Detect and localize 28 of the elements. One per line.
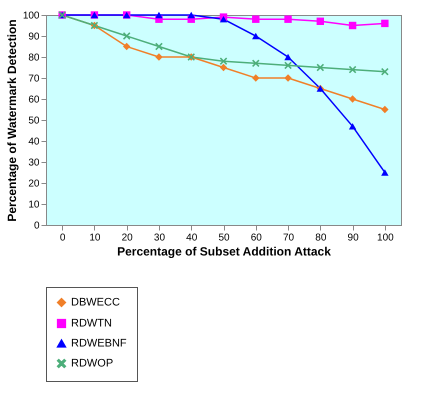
x-tick-label: 0 bbox=[60, 232, 66, 244]
y-tick-label: 100 bbox=[22, 10, 40, 22]
legend-label: RDWEBNF bbox=[71, 338, 127, 350]
x-tick-label: 30 bbox=[154, 232, 166, 244]
y-tick-label: 20 bbox=[28, 178, 40, 190]
x-tick-label: 20 bbox=[122, 232, 134, 244]
y-tick-label: 50 bbox=[28, 116, 40, 126]
y-axis-title: Percentage of Watermark Detection bbox=[4, 19, 19, 222]
y-tick-label: 90 bbox=[28, 32, 40, 42]
x-axis-title: Percentage of Subset Addition Attack bbox=[117, 244, 332, 258]
x-tick-label: 60 bbox=[250, 232, 262, 244]
x-tick-label: 100 bbox=[377, 232, 394, 244]
y-tick-label: 60 bbox=[28, 94, 40, 106]
y-tick-label: 0 bbox=[34, 220, 40, 232]
legend-label: RDWTN bbox=[71, 318, 112, 330]
x-tick-label: 50 bbox=[218, 232, 230, 244]
x-tick-label: 90 bbox=[348, 232, 360, 244]
x-tick-label: 80 bbox=[315, 232, 327, 244]
x-tick-label: 40 bbox=[186, 232, 198, 244]
y-tick-label: 10 bbox=[28, 200, 40, 210]
y-tick-label: 30 bbox=[28, 158, 40, 168]
y-tick-label: 70 bbox=[28, 74, 40, 84]
legend-label: RDWOP bbox=[71, 358, 114, 370]
y-tick-label: 80 bbox=[28, 52, 40, 64]
x-tick-label: 70 bbox=[282, 232, 295, 244]
legend-label: DBWECC bbox=[71, 296, 120, 308]
x-tick-label: 10 bbox=[89, 232, 101, 244]
y-tick-label: 40 bbox=[28, 136, 40, 148]
